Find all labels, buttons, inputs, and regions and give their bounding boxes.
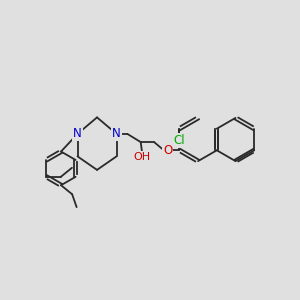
Text: O: O [163,144,172,157]
Text: OH: OH [134,152,151,162]
Text: Cl: Cl [174,134,185,147]
Text: N: N [73,128,82,140]
Text: N: N [112,128,121,140]
